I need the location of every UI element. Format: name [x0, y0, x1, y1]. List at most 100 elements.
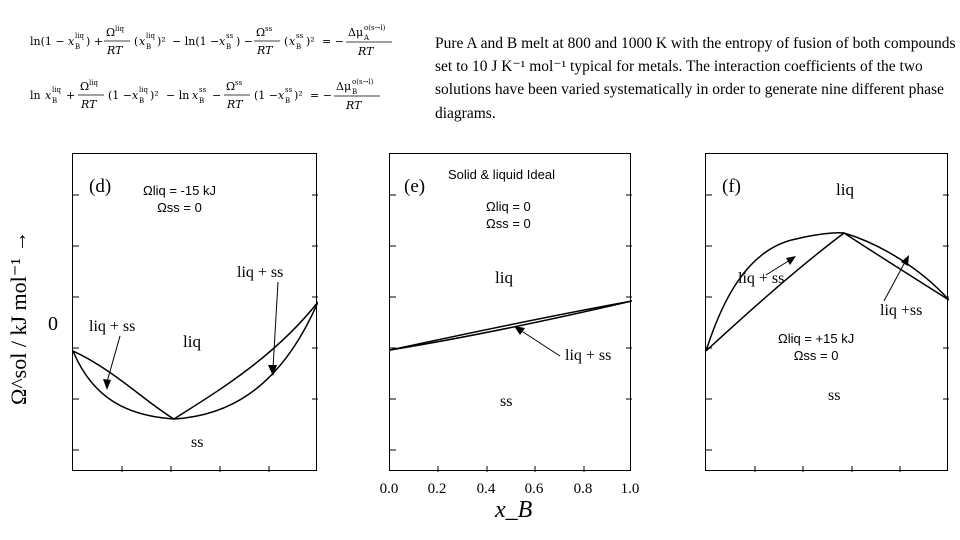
omega-liq-label: Ωliq = -15 kJ: [143, 183, 216, 198]
svg-text:− ln: − ln: [166, 89, 189, 102]
label-liq-ss-left: liq + ss: [738, 270, 785, 287]
svg-text:x: x: [68, 35, 75, 48]
svg-text:RT: RT: [226, 98, 244, 111]
svg-text:ss: ss: [199, 86, 207, 94]
svg-text:ss: ss: [226, 32, 234, 40]
svg-text:= −: = −: [310, 89, 332, 102]
svg-text:− ln(1 −: − ln(1 −: [172, 35, 219, 48]
svg-text:ss: ss: [265, 25, 273, 33]
label-liq: liq: [836, 180, 854, 199]
svg-text:ss: ss: [285, 86, 293, 94]
label-liq: liq: [183, 332, 201, 351]
panel-letter: (f): [722, 176, 741, 197]
description-text: Pure A and B melt at 800 and 1000 K with…: [435, 35, 956, 122]
y-zero-label: 0: [48, 313, 58, 335]
svg-text:B: B: [146, 43, 151, 51]
svg-text:ln: ln: [30, 89, 41, 102]
omega-liq-label: Ωliq = 0: [486, 199, 531, 214]
svg-text:= −: = −: [322, 35, 344, 48]
svg-text:B: B: [352, 88, 357, 96]
solidus-curve: [73, 301, 318, 420]
svg-text:o(s→l): o(s→l): [364, 24, 386, 32]
label-ss: ss: [191, 434, 204, 451]
label-liq-ss: liq + ss: [565, 347, 612, 364]
svg-text:RT: RT: [345, 99, 363, 112]
x-tick-label: 0.6: [524, 481, 544, 497]
omega-ss-label: Ωss = 0: [793, 348, 839, 363]
panel-letter: (d): [89, 176, 112, 197]
svg-text:liq: liq: [115, 25, 124, 33]
svg-text:)²: )²: [294, 89, 303, 102]
svg-text:liq: liq: [89, 79, 98, 87]
svg-text:B: B: [285, 97, 290, 105]
svg-text:−: −: [212, 89, 221, 102]
omega-ss-label: Ωss = 0: [486, 216, 531, 231]
svg-text:RT: RT: [106, 44, 124, 57]
solidus-line: [390, 300, 632, 351]
solidus-curve: [706, 232, 949, 352]
svg-text:x: x: [45, 89, 52, 102]
liquidus-curve: [73, 301, 318, 420]
svg-text:(1 −: (1 −: [254, 89, 278, 102]
x-tick-label: 0.8: [573, 481, 593, 497]
label-liq-ss-right: liq + ss: [237, 264, 284, 281]
x-tick-label: 0.0: [379, 481, 399, 497]
svg-text:x: x: [278, 89, 285, 102]
label-liq-ss-right: liq +ss: [880, 302, 923, 319]
svg-text:x: x: [132, 89, 139, 102]
svg-text:o(s→l): o(s→l): [352, 78, 374, 86]
liquidus-line: [390, 300, 632, 351]
x-tick-label: 0.4: [476, 481, 496, 497]
panel-e: Solid & liquid Ideal (e) Ωliq = 0 Ωss = …: [389, 153, 632, 472]
svg-text:x: x: [219, 35, 226, 48]
x-axis-label: x_B: [495, 497, 533, 523]
panel-letter: (e): [404, 176, 426, 197]
svg-text:(: (: [134, 35, 138, 48]
panel-d: (d) Ωliq = -15 kJ Ωss = 0 liq + ss liq +…: [72, 153, 318, 472]
svg-text:)²: )²: [157, 35, 166, 48]
svg-text:Δμ: Δμ: [336, 80, 351, 93]
svg-text:B: B: [296, 43, 301, 51]
panel-e-title: Solid & liquid Ideal: [448, 167, 555, 182]
svg-text:)²: )²: [150, 89, 159, 102]
omega-ss-label: Ωss = 0: [157, 200, 202, 215]
svg-text:liq: liq: [146, 32, 155, 40]
svg-text:(: (: [284, 35, 288, 48]
svg-text:liq: liq: [52, 86, 61, 94]
svg-text:Ω: Ω: [256, 26, 265, 39]
svg-text:ss: ss: [296, 32, 304, 40]
panel-f: (f) liq liq + ss liq +ss Ωliq = +15 kJ Ω…: [705, 153, 949, 472]
svg-text:)²: )²: [306, 35, 315, 48]
svg-text:B: B: [75, 43, 80, 51]
label-ss: ss: [500, 393, 513, 410]
omega-liq-label: Ωliq = +15 kJ: [778, 331, 855, 346]
svg-text:ln(1 −: ln(1 −: [30, 35, 65, 48]
label-liq: liq: [495, 268, 513, 287]
x-tick-label: 1.0: [620, 481, 640, 497]
svg-text:B: B: [139, 97, 144, 105]
svg-text:(1 −: (1 −: [108, 89, 132, 102]
svg-text:Ω: Ω: [106, 26, 115, 39]
label-ss: ss: [828, 387, 841, 404]
svg-text:Ω: Ω: [80, 80, 89, 93]
svg-text:RT: RT: [80, 98, 98, 111]
svg-text:x: x: [289, 35, 296, 48]
label-liq-ss-left: liq + ss: [89, 318, 136, 335]
svg-text:+: +: [66, 89, 75, 102]
x-tick-label: 0.2: [427, 481, 447, 497]
svg-text:) −: ) −: [236, 35, 253, 48]
svg-text:x: x: [192, 89, 199, 102]
svg-text:liq: liq: [75, 32, 84, 40]
svg-text:B: B: [52, 97, 57, 105]
svg-text:Δμ: Δμ: [348, 26, 363, 39]
svg-text:A: A: [363, 34, 370, 42]
svg-text:ss: ss: [235, 79, 243, 87]
svg-text:RT: RT: [256, 44, 274, 57]
svg-text:x: x: [139, 35, 146, 48]
svg-text:RT: RT: [357, 45, 375, 58]
svg-text:liq: liq: [139, 86, 148, 94]
svg-text:) +: ) +: [86, 35, 103, 48]
svg-text:B: B: [199, 97, 204, 105]
